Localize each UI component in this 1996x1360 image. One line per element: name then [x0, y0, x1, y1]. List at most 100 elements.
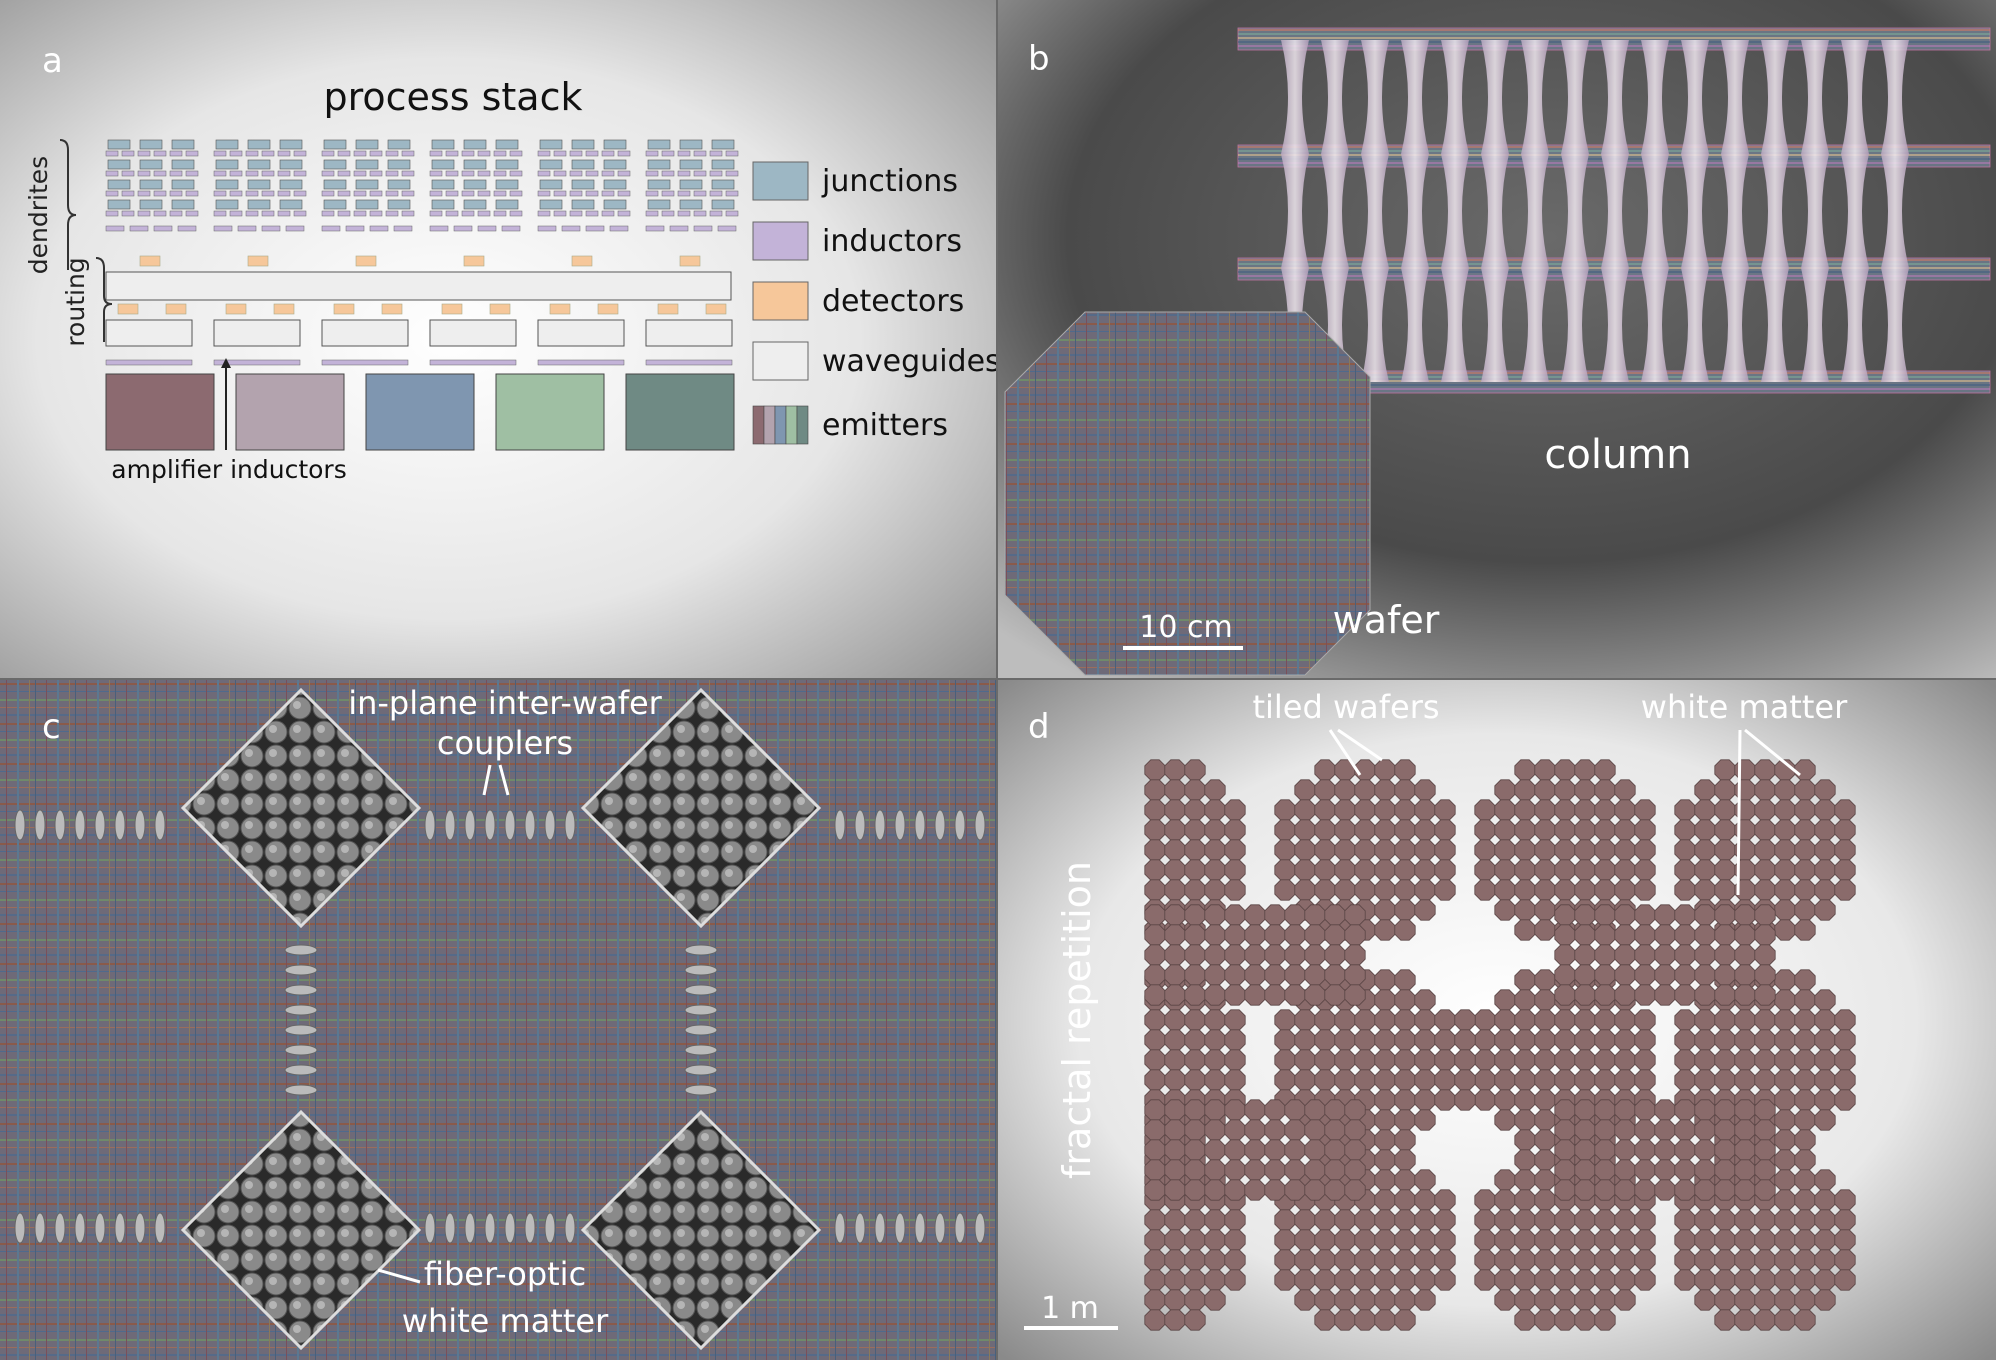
wafer-tile — [1714, 1179, 1736, 1201]
wafer-tile — [1394, 1269, 1416, 1291]
junction — [323, 199, 347, 210]
wafer-tile — [1714, 944, 1736, 966]
wafer-tile — [1354, 1249, 1376, 1271]
coupler — [284, 984, 318, 996]
coupler — [284, 964, 318, 976]
wafer-tile — [1534, 839, 1556, 861]
coupler — [854, 1212, 866, 1244]
wafer-tile — [1394, 1249, 1416, 1271]
wafer-tile — [1284, 944, 1306, 966]
wafer-tile — [1514, 899, 1536, 921]
wafer-tile — [1774, 969, 1796, 991]
wafer-tile — [1294, 1209, 1316, 1231]
wafer-tile — [1734, 1119, 1756, 1141]
axon-pillar — [1281, 154, 1309, 268]
wafer-tile — [1634, 819, 1656, 841]
coupler — [464, 1212, 476, 1244]
wafer-tile — [1434, 1209, 1456, 1231]
wafer-tile — [1754, 1119, 1776, 1141]
wafer-tile — [1814, 1009, 1836, 1031]
wafer-tile — [1734, 1249, 1756, 1271]
inductor — [669, 225, 689, 232]
wafer-tile — [1574, 1269, 1596, 1291]
wafer-tile — [1144, 924, 1166, 946]
wafer-tile — [1204, 859, 1226, 881]
coupler — [684, 944, 718, 956]
wafer-tile — [1714, 1069, 1736, 1091]
inductor — [213, 190, 227, 197]
coupler — [684, 1084, 718, 1096]
panel-b: b column wafer 10 cm — [998, 0, 1996, 678]
wafer-tile — [1554, 964, 1576, 986]
wafer-tile — [1534, 879, 1556, 901]
wafer-tile — [1394, 819, 1416, 841]
wafer-tile — [1324, 924, 1346, 946]
coupler — [74, 1212, 86, 1244]
wafer-tile — [1614, 904, 1636, 926]
couplers-arrows — [482, 764, 510, 796]
wafer-tile — [1184, 799, 1206, 821]
inductor — [477, 150, 491, 157]
wafer-tile — [1184, 839, 1206, 861]
junction — [647, 179, 671, 190]
wafer-tile — [1204, 1029, 1226, 1051]
inductor — [709, 210, 723, 217]
emitter-swatch — [763, 405, 776, 445]
wafer-tile — [1394, 779, 1416, 801]
wafer-tile — [1314, 1069, 1336, 1091]
wafer-tile — [1814, 1109, 1836, 1131]
wafer-tile — [1674, 944, 1696, 966]
inductor — [285, 225, 305, 232]
wafer-tile — [1394, 969, 1416, 991]
fiber-label-line-1: fiber-optic — [424, 1255, 586, 1293]
wafer-tile — [1814, 989, 1836, 1011]
wafer-tile — [1324, 1119, 1346, 1141]
coupler — [54, 1212, 66, 1244]
inductor — [277, 210, 291, 217]
wafer-tile — [1394, 1069, 1416, 1091]
wafer-tile — [1354, 819, 1376, 841]
wafer-tile — [1634, 1049, 1656, 1071]
wafer-tile — [1674, 1209, 1696, 1231]
axon-pillar — [1881, 154, 1909, 268]
axon-pillar — [1721, 40, 1749, 154]
inductor — [213, 225, 233, 232]
coupler — [114, 1212, 126, 1244]
wafer-tile — [1594, 859, 1616, 881]
wafer-tile — [1794, 1029, 1816, 1051]
wafer-tile — [1334, 1069, 1356, 1091]
inductor — [321, 225, 341, 232]
wafer-tile — [1754, 879, 1776, 901]
wafer-label: wafer — [1333, 598, 1440, 642]
wafer-tile — [1394, 839, 1416, 861]
wafer-tile — [1794, 1169, 1816, 1191]
junction — [539, 159, 563, 170]
detector — [657, 303, 679, 315]
inductor — [353, 170, 367, 177]
wafer-tile — [1694, 859, 1716, 881]
junction — [215, 159, 239, 170]
axon-pillar — [1481, 154, 1509, 268]
wafer-tile — [1294, 1069, 1316, 1091]
wafer-tile — [1264, 1139, 1286, 1161]
wafer-tile — [1594, 1289, 1616, 1311]
inductor — [725, 190, 739, 197]
wafer-tile — [1814, 1169, 1836, 1191]
wafer-tile — [1284, 1179, 1306, 1201]
wafer-tile — [1594, 1209, 1616, 1231]
wafer-tile — [1184, 1099, 1206, 1121]
inductor — [429, 225, 449, 232]
junction — [247, 139, 271, 150]
wafer-tile — [1304, 964, 1326, 986]
wafer-tile — [1774, 1029, 1796, 1051]
wafer-tile — [1374, 859, 1396, 881]
wafer-tile — [1184, 1049, 1206, 1071]
axon-pillar — [1441, 268, 1469, 382]
wafer-tile — [1754, 1049, 1776, 1071]
wafer-tile — [1184, 944, 1206, 966]
wafer-tile — [1494, 1249, 1516, 1271]
wafer-tile — [1654, 944, 1676, 966]
inductor — [237, 225, 257, 232]
wafer-tile — [1554, 1249, 1576, 1271]
wafer-tile — [1694, 1069, 1716, 1091]
